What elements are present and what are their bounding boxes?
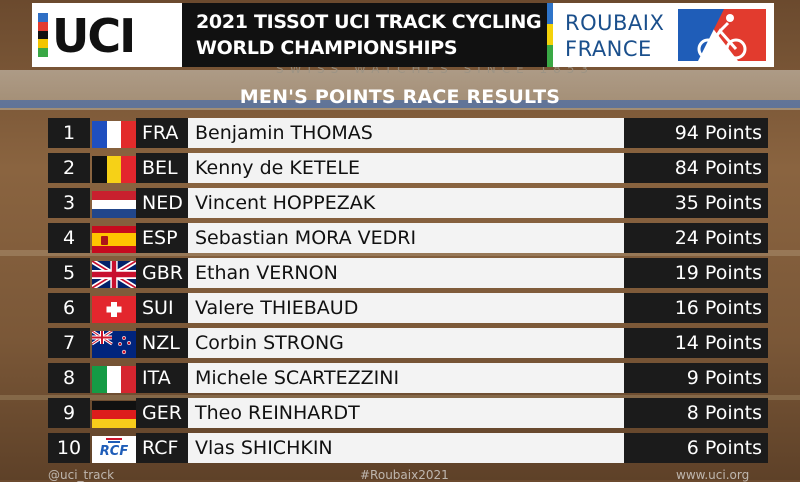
rank-cell: 4 (48, 223, 90, 253)
result-row: 6 SUI Valere THIEBAUD 16 Points (48, 293, 768, 323)
country-code-cell: FRA (136, 118, 188, 148)
track-blue-line (0, 100, 800, 108)
event-title-box: 2021 TISSOT UCI TRACK CYCLING WORLD CHAM… (182, 3, 547, 67)
rank-cell: 10 (48, 433, 90, 463)
country-code-cell: BEL (136, 153, 188, 183)
country-code-cell: NZL (136, 328, 188, 358)
rider-name-cell: Ethan VERNON (188, 258, 624, 288)
results-title: MEN'S POINTS RACE RESULTS (239, 86, 561, 108)
venue-city: ROUBAIX (565, 11, 665, 35)
result-row: 8 ITA Michele SCARTEZZINI 9 Points (48, 363, 768, 393)
france-flag-icon (92, 121, 136, 148)
points-cell: 19 Points (624, 258, 768, 288)
result-row: 7 NZL Corbin STRONG 14 Points (48, 328, 768, 358)
rank-cell: 9 (48, 398, 90, 428)
country-code-cell: GER (136, 398, 188, 428)
rank-cell: 6 (48, 293, 90, 323)
points-cell: 24 Points (624, 223, 768, 253)
rank-cell: 5 (48, 258, 90, 288)
rider-name-cell: Benjamin THOMAS (188, 118, 624, 148)
uci-logo: UCI (32, 3, 182, 67)
country-code-cell: ITA (136, 363, 188, 393)
rcf-logo-text: RCF (99, 444, 129, 459)
result-row: 2 BEL Kenny de KETELE 84 Points (48, 153, 768, 183)
rank-cell: 3 (48, 188, 90, 218)
great-britain-flag-icon (92, 261, 136, 288)
broadcast-header: UCI 2021 TISSOT UCI TRACK CYCLING WORLD … (32, 3, 774, 67)
switzerland-flag-icon (92, 296, 136, 323)
result-row: 9 GER Theo REINHARDT 8 Points (48, 398, 768, 428)
points-cell: 8 Points (624, 398, 768, 428)
uci-logo-text: UCI (52, 9, 136, 63)
points-cell: 84 Points (624, 153, 768, 183)
netherlands-flag-icon (92, 191, 136, 218)
germany-flag-icon (92, 401, 136, 428)
points-cell: 14 Points (624, 328, 768, 358)
rank-cell: 8 (48, 363, 90, 393)
points-cell: 35 Points (624, 188, 768, 218)
spain-flag-icon (92, 226, 136, 253)
new-zealand-flag-icon (92, 331, 136, 358)
rank-cell: 7 (48, 328, 90, 358)
rider-name-cell: Michele SCARTEZZINI (188, 363, 624, 393)
footer-social-handle: @uci_track (48, 468, 115, 482)
result-row: 4 ESP Sebastian MORA VEDRI 24 Points (48, 223, 768, 253)
track-line (0, 250, 800, 256)
footer-website: www.uci.org (676, 468, 750, 482)
rider-name-cell: Theo REINHARDT (188, 398, 624, 428)
points-cell: 9 Points (624, 363, 768, 393)
country-code-cell: SUI (136, 293, 188, 323)
points-cell: 16 Points (624, 293, 768, 323)
rider-name-cell: Valere THIEBAUD (188, 293, 624, 323)
rider-name-cell: Vincent HOPPEZAK (188, 188, 624, 218)
event-title-line1: 2021 TISSOT UCI TRACK CYCLING (196, 11, 542, 33)
result-row: 1 FRA Benjamin THOMAS 94 Points (48, 118, 768, 148)
footer-hashtag: #Roubaix2021 (360, 468, 449, 482)
uci-rainbow-bars-icon (38, 13, 48, 57)
rider-name-cell: Kenny de KETELE (188, 153, 624, 183)
rcf-logo-icon: RCF (92, 436, 136, 463)
belgium-flag-icon (92, 156, 136, 183)
country-code-cell: NED (136, 188, 188, 218)
rider-name-cell: Sebastian MORA VEDRI (188, 223, 624, 253)
rider-name-cell: Vlas SHICHKIN (188, 433, 624, 463)
points-cell: 6 Points (624, 433, 768, 463)
event-title-line2: WORLD CHAMPIONSHIPS (196, 37, 458, 59)
cycling-federation-logo-icon (678, 9, 766, 61)
venue-box: ROUBAIX FRANCE (547, 3, 774, 67)
country-code-cell: RCF (136, 433, 188, 463)
result-row: 3 NED Vincent HOPPEZAK 35 Points (48, 188, 768, 218)
points-cell: 94 Points (624, 118, 768, 148)
rank-cell: 2 (48, 153, 90, 183)
italy-flag-icon (92, 366, 136, 393)
result-row: 5 GBR Ethan VERNON 19 Points (48, 258, 768, 288)
rider-name-cell: Corbin STRONG (188, 328, 624, 358)
track-line (0, 395, 800, 400)
country-code-cell: ESP (136, 223, 188, 253)
venue-color-stripe (547, 3, 553, 67)
result-row: 10 RCF RCF Vlas SHICHKIN 6 Points (48, 433, 768, 463)
country-code-cell: GBR (136, 258, 188, 288)
venue-country: FRANCE (565, 37, 652, 61)
rank-cell: 1 (48, 118, 90, 148)
